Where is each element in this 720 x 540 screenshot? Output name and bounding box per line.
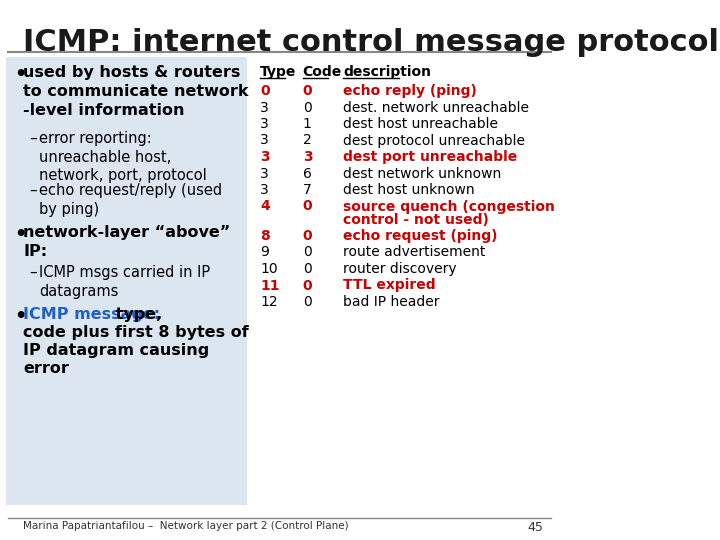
Text: error: error xyxy=(23,361,69,376)
Text: 3: 3 xyxy=(260,133,269,147)
Text: 11: 11 xyxy=(260,279,279,293)
Text: –: – xyxy=(30,183,37,198)
Text: dest port unreachable: dest port unreachable xyxy=(343,150,517,164)
Text: •: • xyxy=(14,65,27,84)
Text: source quench (congestion: source quench (congestion xyxy=(343,199,555,213)
Text: 9: 9 xyxy=(260,246,269,260)
Text: 2: 2 xyxy=(302,133,312,147)
Text: –: – xyxy=(30,131,37,146)
Text: dest protocol unreachable: dest protocol unreachable xyxy=(343,133,525,147)
Text: 10: 10 xyxy=(260,262,278,276)
Text: 0: 0 xyxy=(302,229,312,243)
Text: route advertisement: route advertisement xyxy=(343,246,485,260)
Text: Type: Type xyxy=(260,65,297,79)
Text: bad IP header: bad IP header xyxy=(343,295,439,309)
Text: 1: 1 xyxy=(302,117,312,131)
Text: ICMP: internet control message protocol: ICMP: internet control message protocol xyxy=(23,28,719,57)
Text: echo request/reply (used
by ping): echo request/reply (used by ping) xyxy=(39,183,222,217)
Text: 3: 3 xyxy=(260,183,269,197)
Text: ICMP msgs carried in IP
datagrams: ICMP msgs carried in IP datagrams xyxy=(39,265,210,299)
Text: TTL expired: TTL expired xyxy=(343,279,436,293)
Text: ICMP message:: ICMP message: xyxy=(23,307,161,322)
Text: 7: 7 xyxy=(302,183,312,197)
Text: 3: 3 xyxy=(302,150,312,164)
Text: •: • xyxy=(14,225,27,244)
Text: 3: 3 xyxy=(260,100,269,114)
Text: 4: 4 xyxy=(260,199,270,213)
Text: •: • xyxy=(14,307,27,326)
Text: dest. network unreachable: dest. network unreachable xyxy=(343,100,529,114)
Text: echo reply (ping): echo reply (ping) xyxy=(343,84,477,98)
Text: 0: 0 xyxy=(302,199,312,213)
Text: error reporting:
unreachable host,
network, port, protocol: error reporting: unreachable host, netwo… xyxy=(39,131,207,183)
Text: 0: 0 xyxy=(302,84,312,98)
Text: dest host unknown: dest host unknown xyxy=(343,183,474,197)
Text: 12: 12 xyxy=(260,295,278,309)
FancyBboxPatch shape xyxy=(6,57,247,505)
Text: Code: Code xyxy=(302,65,342,79)
Text: 3: 3 xyxy=(260,150,269,164)
Text: description: description xyxy=(343,65,431,79)
Text: 0: 0 xyxy=(302,279,312,293)
Text: IP datagram causing: IP datagram causing xyxy=(23,343,210,358)
Text: 45: 45 xyxy=(527,521,543,534)
Text: echo request (ping): echo request (ping) xyxy=(343,229,498,243)
Text: 8: 8 xyxy=(260,229,270,243)
Text: router discovery: router discovery xyxy=(343,262,456,276)
Text: 0: 0 xyxy=(302,100,312,114)
Text: 0: 0 xyxy=(302,262,312,276)
Text: 6: 6 xyxy=(302,166,312,180)
Text: used by hosts & routers
to communicate network
-level information: used by hosts & routers to communicate n… xyxy=(23,65,249,118)
Text: control - not used): control - not used) xyxy=(343,213,489,226)
Text: 3: 3 xyxy=(260,117,269,131)
Text: –: – xyxy=(30,265,37,280)
Text: type,: type, xyxy=(110,307,163,322)
Text: dest host unreachable: dest host unreachable xyxy=(343,117,498,131)
Text: 3: 3 xyxy=(260,166,269,180)
Text: dest network unknown: dest network unknown xyxy=(343,166,501,180)
Text: 0: 0 xyxy=(302,246,312,260)
Text: Marina Papatriantafilou –  Network layer part 2 (Control Plane): Marina Papatriantafilou – Network layer … xyxy=(23,521,349,531)
Text: code plus first 8 bytes of: code plus first 8 bytes of xyxy=(23,325,249,340)
Text: 0: 0 xyxy=(260,84,269,98)
Text: 0: 0 xyxy=(302,295,312,309)
Text: network-layer “above”
IP:: network-layer “above” IP: xyxy=(23,225,230,259)
